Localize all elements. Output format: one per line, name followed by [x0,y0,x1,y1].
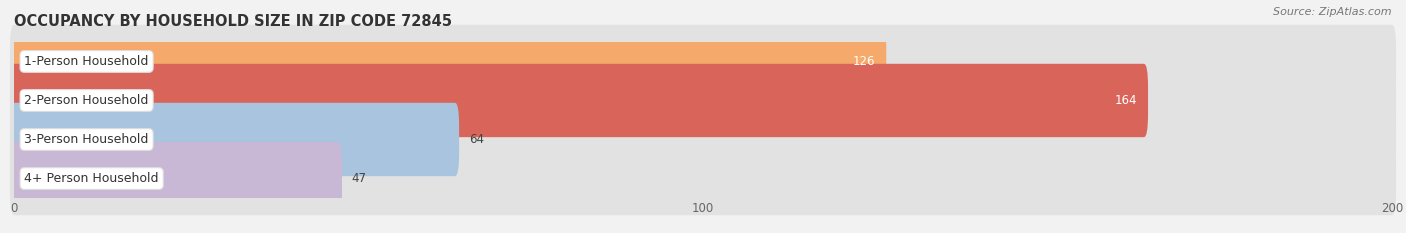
Text: 3-Person Household: 3-Person Household [24,133,149,146]
Text: Source: ZipAtlas.com: Source: ZipAtlas.com [1274,7,1392,17]
Text: 2-Person Household: 2-Person Household [24,94,149,107]
Text: 1-Person Household: 1-Person Household [24,55,149,68]
FancyBboxPatch shape [10,103,460,176]
Text: 47: 47 [352,172,367,185]
Text: 126: 126 [852,55,876,68]
Text: 64: 64 [468,133,484,146]
FancyBboxPatch shape [10,64,1396,137]
FancyBboxPatch shape [10,103,1396,176]
Text: 4+ Person Household: 4+ Person Household [24,172,159,185]
FancyBboxPatch shape [10,142,342,215]
FancyBboxPatch shape [10,64,1149,137]
Text: 164: 164 [1115,94,1137,107]
FancyBboxPatch shape [10,142,1396,215]
FancyBboxPatch shape [10,25,1396,98]
Text: OCCUPANCY BY HOUSEHOLD SIZE IN ZIP CODE 72845: OCCUPANCY BY HOUSEHOLD SIZE IN ZIP CODE … [14,14,453,29]
FancyBboxPatch shape [10,25,886,98]
